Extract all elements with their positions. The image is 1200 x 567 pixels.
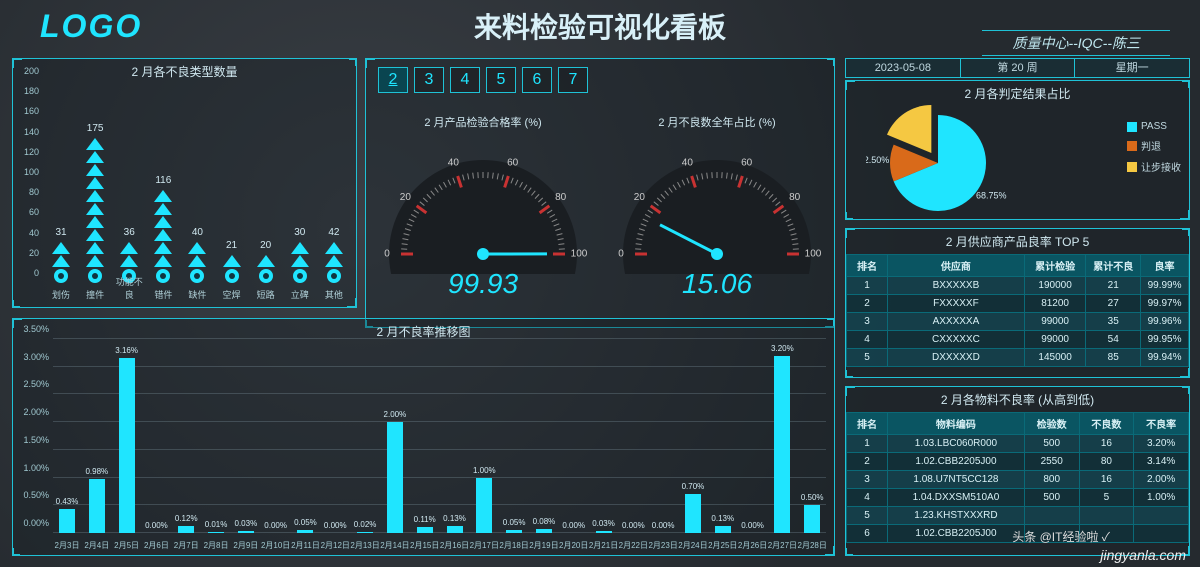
svg-text:40: 40 [682, 157, 694, 168]
gauge1: 0 20 40 60 80 100 [378, 134, 588, 274]
svg-text:100: 100 [571, 249, 588, 260]
table-row: 1BXXXXXB1900002199.99% [847, 277, 1189, 295]
chart-title: 2 月各判定结果占比 [846, 81, 1189, 106]
watermark-text: jingyanla.com [1100, 547, 1186, 563]
table-row: 3AXXXXXA990003599.96% [847, 313, 1189, 331]
table-row: 41.04.DXXSM510A050051.00% [847, 489, 1189, 507]
material-table: 排名物料编码检验数不良数不良率11.03.LBC060R000500163.20… [846, 412, 1189, 543]
pager-btn-6[interactable]: 6 [522, 67, 552, 93]
pager-btn-7[interactable]: 7 [558, 67, 588, 93]
month-pager: 234567 [378, 67, 588, 93]
trend-chart: 2 月不良率推移图 0.00%0.50%1.00%1.50%2.00%2.50%… [12, 318, 835, 556]
table-row: 4CXXXXXC990005499.95% [847, 331, 1189, 349]
pager-btn-2[interactable]: 2 [378, 67, 408, 93]
svg-text:20: 20 [634, 192, 646, 203]
table-title: 2 月供应商产品良率 TOP 5 [846, 229, 1189, 254]
defect-types-chart: 2 月各不良类型数量 020406080100120140160180200 3… [12, 58, 357, 308]
svg-text:12.50%: 12.50% [866, 155, 889, 165]
svg-text:0: 0 [618, 249, 624, 260]
gauges-panel: 234567 2 月产品检验合格率 (%) 020406080100 99.93… [365, 58, 835, 328]
svg-text:100: 100 [805, 249, 822, 260]
watermark-icon: 头条 @IT经验啦 ✓ [1012, 528, 1110, 545]
date-value: 2023-05-08 [845, 58, 960, 78]
svg-text:80: 80 [555, 192, 567, 203]
supplier-table-panel: 2 月供应商产品良率 TOP 5 排名供应商累计检验累计不良良率1BXXXXXB… [845, 228, 1190, 378]
pager-btn-5[interactable]: 5 [486, 67, 516, 93]
pager-btn-3[interactable]: 3 [414, 67, 444, 93]
week-value: 第 20 周 [960, 58, 1075, 78]
table-row: 11.03.LBC060R000500163.20% [847, 435, 1189, 453]
pie-chart: 68.75%12.50%18.75% [866, 105, 1036, 215]
svg-text:68.75%: 68.75% [976, 191, 1007, 201]
table-row: 51.23.KHSTXXXRD [847, 507, 1189, 525]
gauge2-title: 2 月不良数全年占比 (%) [600, 114, 834, 130]
gauge2: 0 20 40 60 80 100 [612, 134, 822, 274]
svg-text:0: 0 [384, 249, 390, 260]
pie-panel: 2 月各判定结果占比 68.75%12.50%18.75% PASS判退让步接收 [845, 80, 1190, 220]
weekday-value: 星期一 [1074, 58, 1190, 78]
page-subtitle: 质量中心--IQC--陈三 [982, 30, 1170, 56]
table-row: 5DXXXXXD1450008599.94% [847, 349, 1189, 367]
chart-title: 2 月各不良类型数量 [13, 59, 356, 84]
table-row: 2FXXXXXF812002799.97% [847, 295, 1189, 313]
table-title: 2 月各物料不良率 (从高到低) [846, 387, 1189, 412]
svg-text:60: 60 [741, 157, 753, 168]
table-row: 31.08.U7NT5CC128800162.00% [847, 471, 1189, 489]
pager-btn-4[interactable]: 4 [450, 67, 480, 93]
svg-text:80: 80 [789, 192, 801, 203]
gauge1-title: 2 月产品检验合格率 (%) [366, 114, 600, 130]
pie-legend: PASS判退让步接收 [1127, 115, 1181, 180]
svg-text:20: 20 [400, 192, 412, 203]
svg-text:60: 60 [507, 157, 519, 168]
svg-text:40: 40 [448, 157, 460, 168]
table-row: 21.02.CBB2205J002550803.14% [847, 453, 1189, 471]
supplier-table: 排名供应商累计检验累计不良良率1BXXXXXB1900002199.99%2FX… [846, 254, 1189, 367]
date-row: 2023-05-08 第 20 周 星期一 [845, 58, 1190, 78]
